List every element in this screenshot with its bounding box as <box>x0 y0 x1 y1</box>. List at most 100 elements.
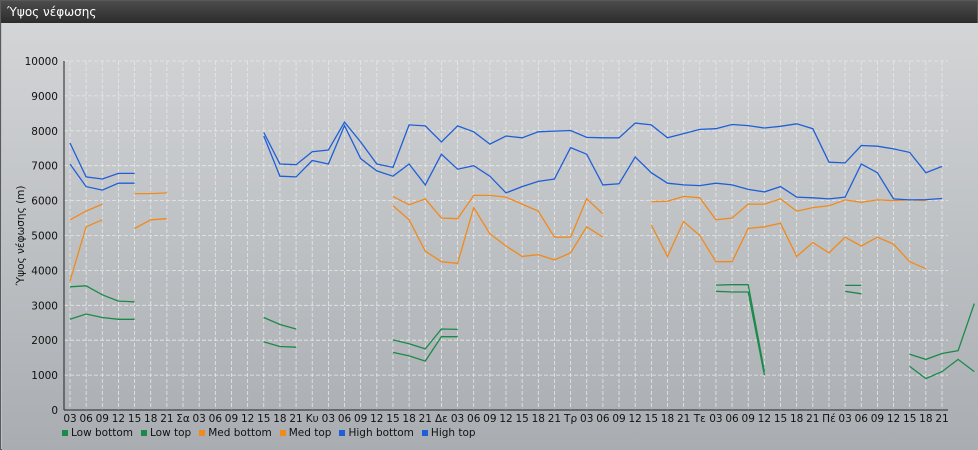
legend-label: Low top <box>150 427 192 439</box>
series-line-segment <box>392 205 604 265</box>
series-high-top <box>69 120 943 180</box>
legend-swatch <box>279 430 286 436</box>
series-line-segment <box>650 220 927 270</box>
series-line-segment <box>263 316 297 330</box>
y-tick-label: 3000 <box>31 300 58 312</box>
legend-label: Low bottom <box>71 427 133 439</box>
series-line-segment <box>263 120 943 174</box>
y-tick-label: 4000 <box>31 265 58 277</box>
x-tick-label: 09 <box>354 413 367 425</box>
legend-item: High bottom <box>339 427 414 439</box>
x-tick-label: 18 <box>790 413 803 425</box>
series-line-segment <box>715 290 766 376</box>
series-high-bottom <box>69 124 943 201</box>
x-tick-label: 21 <box>289 413 302 425</box>
x-tick-label: 18 <box>532 413 545 425</box>
y-tick-label: 7000 <box>31 161 58 173</box>
x-tick-label: 09 <box>483 413 496 425</box>
series-line-segment <box>909 358 975 380</box>
x-tick-label: 09 <box>871 413 884 425</box>
x-tick-label: 15 <box>774 413 787 425</box>
y-tick-label: 8000 <box>31 126 58 138</box>
series-line-segment <box>651 195 926 221</box>
x-tick-label: 18 <box>402 413 415 425</box>
x-tick-label: 03 <box>451 413 464 425</box>
x-tick-label: Σα <box>176 413 190 425</box>
x-tick-label: 09 <box>96 413 109 425</box>
legend-item: Low bottom <box>62 427 133 439</box>
x-tick-label: 03 <box>709 413 722 425</box>
y-tick-label: 10000 <box>25 56 58 68</box>
series-line-segment <box>392 336 458 362</box>
series-line-segment <box>134 218 167 230</box>
legend-item: High top <box>421 427 476 439</box>
legend-swatch <box>339 430 346 436</box>
x-tick-label: Τρ <box>563 413 577 425</box>
x-tick-label: 21 <box>548 413 561 425</box>
series-line-segment <box>715 284 766 372</box>
series-line-segment <box>845 290 862 295</box>
legend-label: Med bottom <box>208 427 272 439</box>
x-tick-label: 03 <box>322 413 335 425</box>
x-tick-label: 21 <box>935 413 948 425</box>
x-tick-label: 12 <box>112 413 125 425</box>
legend-item: Med top <box>279 427 332 439</box>
x-tick-label: 03 <box>580 413 593 425</box>
x-tick-label: 15 <box>257 413 270 425</box>
series-line-segment <box>69 142 135 180</box>
plot-panel: 0 1000 2000 3000 4000 5000 6000 7000 8000 9000 100… <box>2 23 978 450</box>
series-line-segment <box>263 341 297 348</box>
y-tick-label: 0 <box>51 405 58 417</box>
x-tick-label: 12 <box>628 413 641 425</box>
x-tick-label: Πέ <box>822 413 836 425</box>
legend-label: High top <box>430 427 476 439</box>
y-axis-label: Ύψος νέφωσης (m) <box>15 185 27 286</box>
series-line-segment <box>263 124 943 201</box>
y-tick-label: 2000 <box>31 335 58 347</box>
series-line-segment <box>69 285 135 303</box>
x-tick-label: 12 <box>370 413 383 425</box>
x-tick-label: 06 <box>338 413 352 425</box>
legend-item: Low top <box>141 427 191 439</box>
cloud-height-chart: 0 1000 2000 3000 4000 5000 6000 7000 8000 9000 100… <box>15 56 975 425</box>
y-tick-label: 9000 <box>31 91 58 103</box>
legend-label: High bottom <box>348 427 414 439</box>
y-tick-label: 5000 <box>31 231 58 243</box>
x-tick-label: 18 <box>661 413 674 425</box>
x-tick-label: 12 <box>758 413 771 425</box>
series-line-segment <box>392 328 458 350</box>
x-tick-label: 06 <box>596 413 610 425</box>
series-line-segment <box>392 194 604 238</box>
legend-label: Med top <box>288 427 332 439</box>
x-tick-label: 06 <box>79 413 93 425</box>
y-tick-label: 6000 <box>31 196 58 208</box>
x-tick-label: 09 <box>225 413 238 425</box>
series-line-segment <box>69 203 103 221</box>
legend-item: Med bottom <box>199 427 272 439</box>
legend: Low bottom Low top Med bottom Med top High b… <box>62 427 476 439</box>
series-line-segment <box>69 219 103 282</box>
series-med-bottom <box>69 205 927 282</box>
x-tick-label: 06 <box>209 413 223 425</box>
x-tick-label: 09 <box>742 413 755 425</box>
x-tick-label: 03 <box>63 413 76 425</box>
x-tick-label: 15 <box>903 413 916 425</box>
x-tick-label: 03 <box>192 413 205 425</box>
series-low-bottom <box>69 290 975 380</box>
x-tick-label: 12 <box>887 413 900 425</box>
x-tick-label: 21 <box>160 413 173 425</box>
x-tick-label: 15 <box>128 413 141 425</box>
series-line-segment <box>69 163 135 191</box>
legend-swatch <box>199 430 206 436</box>
x-tick-label: 18 <box>144 413 157 425</box>
series-low-top <box>69 284 975 372</box>
x-tick-label: 18 <box>273 413 286 425</box>
x-tick-label: 06 <box>725 413 739 425</box>
x-tick-label: 12 <box>241 413 254 425</box>
x-tick-label: 03 <box>838 413 851 425</box>
x-tick-label: 12 <box>499 413 512 425</box>
x-tick-label: Δε <box>435 413 448 425</box>
series-line-segment <box>69 313 135 320</box>
x-tick-label: 15 <box>386 413 399 425</box>
